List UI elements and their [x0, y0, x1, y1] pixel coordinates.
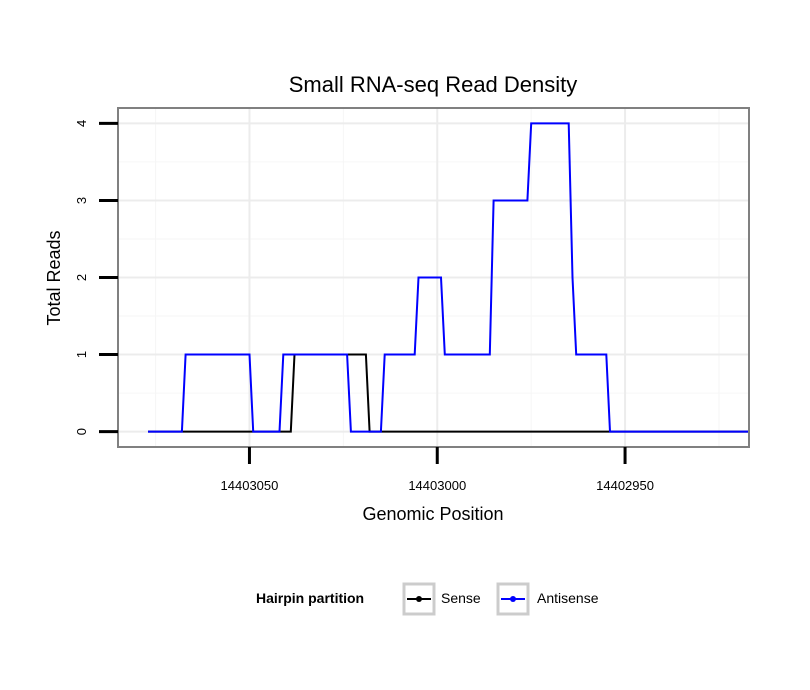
y-tick-label: 1 [74, 351, 89, 358]
legend-label-sense: Sense [441, 590, 481, 606]
x-tick-label: 14403050 [221, 478, 279, 493]
y-tick-label: 3 [74, 197, 89, 204]
x-tick-label: 14402950 [596, 478, 654, 493]
plot-area: 14403050 14403000 14402950 0 1 2 3 4 [74, 107, 750, 493]
y-tick-label: 0 [74, 428, 89, 435]
y-axis-title: Total Reads [44, 230, 64, 325]
legend-title: Hairpin partition [256, 590, 364, 606]
series-line-antisense [148, 122, 749, 433]
x-tick-label: 14403000 [408, 478, 466, 493]
legend-entry-antisense: Antisense [496, 582, 599, 616]
x-axis-title: Genomic Position [362, 504, 503, 524]
legend: Hairpin partition Sense Antisense [256, 582, 599, 616]
legend-key-point [416, 596, 422, 602]
legend-label-antisense: Antisense [537, 590, 599, 606]
y-tick-label: 4 [74, 120, 89, 127]
legend-key-point [510, 596, 516, 602]
y-tick-label: 2 [74, 274, 89, 281]
chart-title: Small RNA-seq Read Density [289, 72, 578, 97]
legend-entry-sense: Sense [402, 582, 481, 616]
